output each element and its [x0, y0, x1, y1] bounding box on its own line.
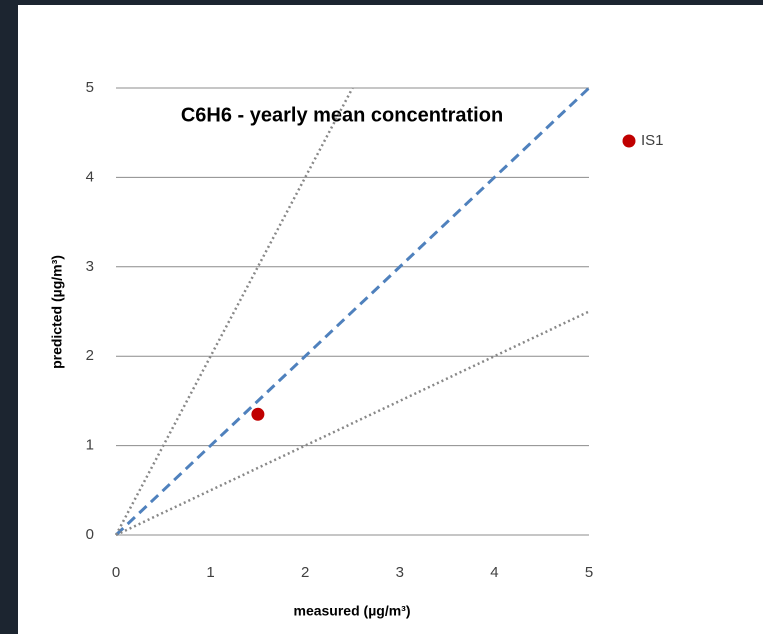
x-tick-label: 2: [301, 564, 309, 581]
y-tick-label: 3: [86, 258, 94, 275]
y-axis-label: predicted (µg/m³): [49, 255, 65, 369]
y-tick-label: 5: [86, 79, 94, 96]
chart-title: C6H6 - yearly mean concentration: [181, 104, 503, 126]
legend-label: IS1: [641, 132, 664, 149]
x-axis-label: measured (µg/m³): [294, 603, 411, 619]
x-tick-label: 0: [112, 564, 120, 581]
legend-marker: [622, 134, 636, 148]
x-tick-label: 5: [585, 564, 593, 581]
y-tick-label: 1: [86, 437, 94, 454]
data-point: [251, 407, 265, 421]
chart-panel: [18, 5, 763, 634]
x-tick-label: 4: [490, 564, 498, 581]
reference-line: [114, 87, 354, 536]
x-tick-label: 1: [206, 564, 214, 581]
reference-line: [115, 310, 590, 537]
x-tick-label: 3: [396, 564, 404, 581]
reference-line: [114, 86, 591, 537]
y-tick-label: 0: [86, 526, 94, 543]
y-tick-label: 2: [86, 347, 94, 364]
y-tick-label: 4: [86, 168, 94, 185]
